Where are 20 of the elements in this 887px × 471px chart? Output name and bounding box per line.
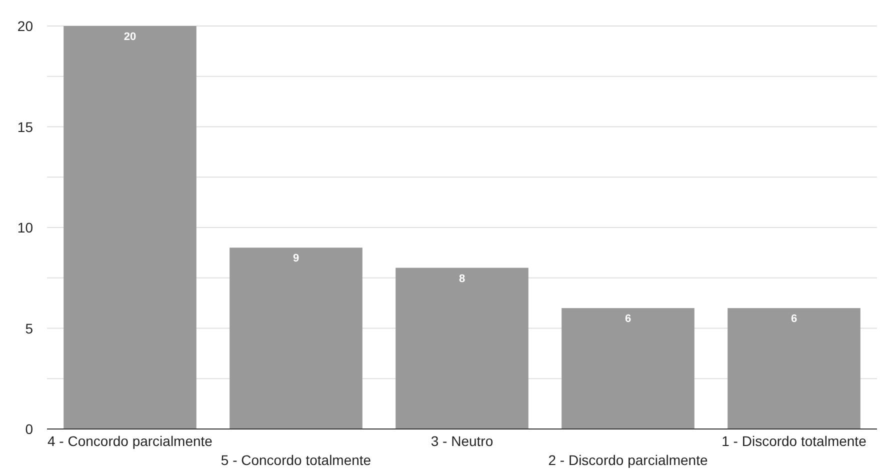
x-tick-label: 4 - Concordo parcialmente (48, 433, 213, 449)
bar (728, 308, 860, 429)
y-tick-label: 10 (17, 220, 34, 236)
data-label: 6 (790, 313, 798, 326)
y-tick-label: 5 (25, 320, 34, 336)
data-label: 20 (124, 31, 136, 43)
bar (562, 308, 694, 429)
x-tick-label: 3 - Neutro (430, 433, 494, 449)
y-tick-label: 15 (17, 118, 34, 135)
data-label: 9 (292, 252, 300, 265)
bar (64, 26, 196, 429)
bar (396, 268, 528, 429)
x-tick-label: 5 - Concordo totalmente (220, 452, 372, 468)
y-tick-label: 20 (17, 18, 34, 34)
x-tick-label: 2 - Discordo parcialmente (548, 452, 708, 468)
bar (230, 248, 362, 429)
x-tick-label: 1 - Discordo totalmente (722, 433, 867, 449)
data-label: 8 (458, 272, 466, 285)
data-label: 6 (624, 313, 632, 326)
y-tick-label: 0 (25, 421, 34, 437)
